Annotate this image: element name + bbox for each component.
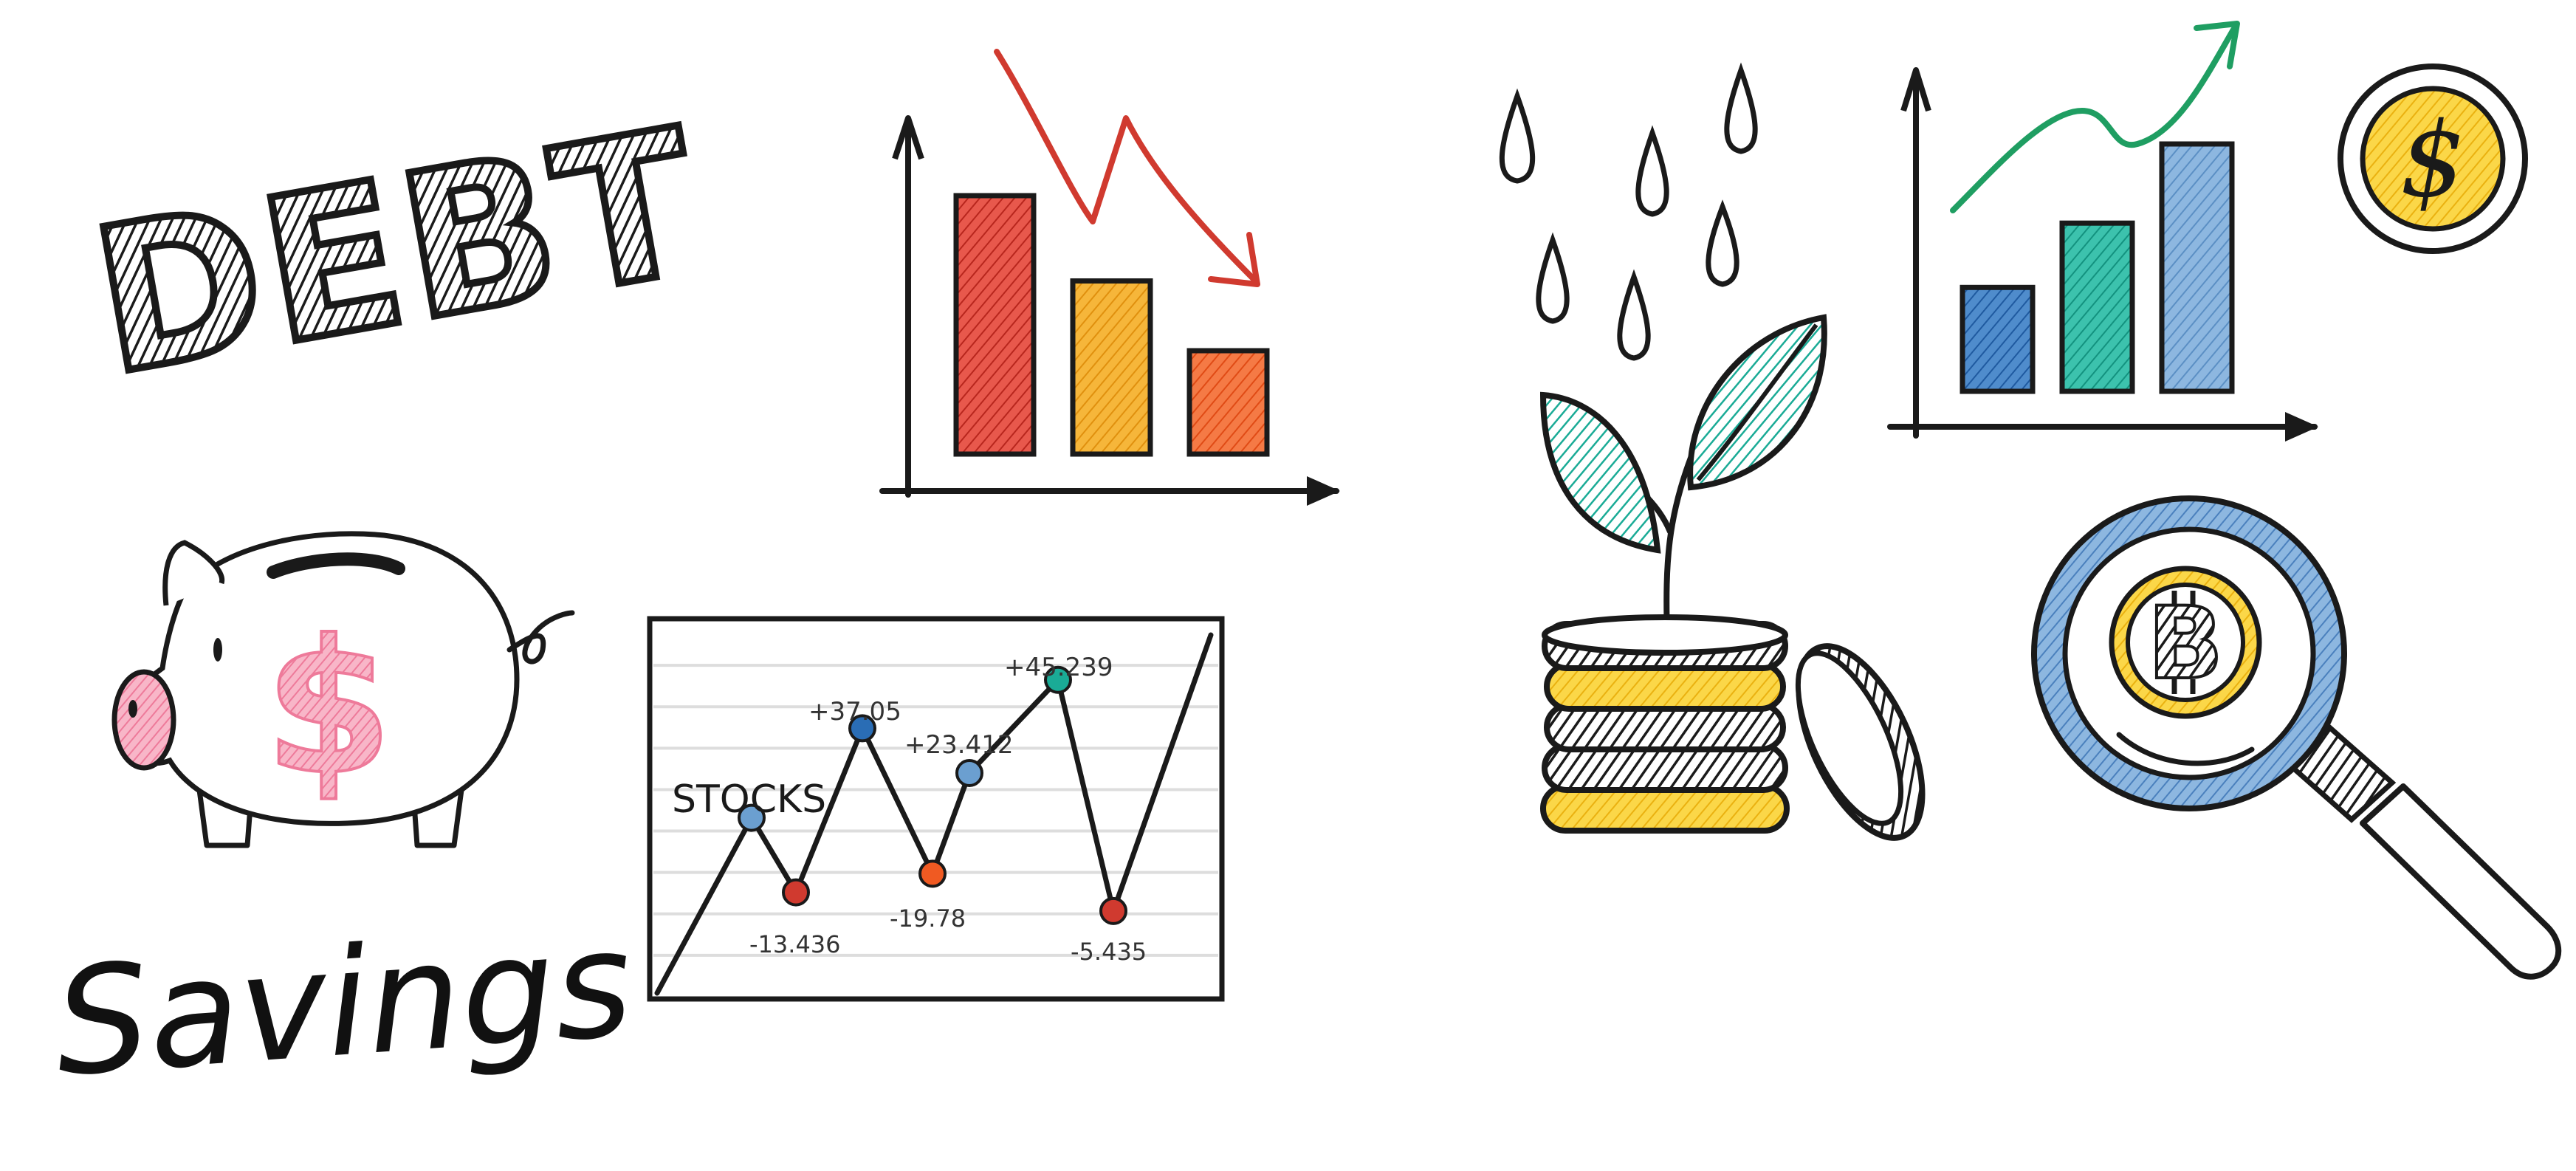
debt-trend-arrowhead: [1208, 232, 1260, 287]
debt-trend-arrow: [994, 49, 1258, 284]
growth-trend-arrow: [1950, 27, 2236, 213]
bitcoin-icon: B: [2148, 586, 2224, 701]
bar: [1960, 284, 2036, 394]
water-drop-icon: [1617, 269, 1651, 361]
bar: [953, 193, 1037, 457]
stocks-data-point: [955, 759, 983, 787]
crypto-coin-face: [2126, 583, 2245, 702]
piggy-tail: [506, 610, 575, 665]
stocks-annotation: -13.436: [749, 930, 841, 958]
growth-trend-arrowhead: [2194, 21, 2240, 69]
stocks-data-point: [782, 878, 810, 907]
stocks-data-point: [1044, 665, 1072, 694]
bar: [2159, 141, 2235, 394]
magnifier-icon: B: [2031, 495, 2562, 980]
piggy-eye: [213, 638, 222, 662]
stocks-title: STOCKS: [672, 777, 826, 822]
piggy-ear: [162, 540, 225, 606]
water-drop-icon: [1536, 232, 1570, 324]
debt-label: DEBT: [78, 85, 717, 419]
bar: [1186, 348, 1270, 457]
piggy-bank-icon: $: [111, 531, 575, 848]
leaf-left: [1539, 391, 1661, 554]
leaf-upper-midrib: [1696, 323, 1818, 481]
stocks-annotation: +45.239: [1004, 653, 1113, 682]
bar: [1070, 278, 1153, 457]
stocks-data-point: [848, 714, 876, 743]
debt-chart-x-arrowhead: [1307, 476, 1340, 506]
growing-plant-coins: [1539, 314, 1926, 841]
water-drop-icon: [1635, 125, 1669, 217]
savings-label: Savings: [49, 898, 637, 1110]
stocks-points: [738, 665, 1127, 925]
growth-chart-x-arrowhead: [2285, 412, 2318, 442]
piggy-dollar-symbol: $: [264, 600, 393, 815]
stocks-chart: STOCKS +37.05 +23.412 +45.239 -13.436 -1…: [647, 616, 1225, 1002]
piggy-coin-slot: [267, 552, 405, 579]
debt-bars: [953, 193, 1270, 457]
stocks-annotation: -5.435: [1071, 938, 1147, 966]
coin-stack-top: [1542, 614, 1788, 656]
magnifier-glare: [2116, 732, 2255, 766]
water-drop-icon: [1499, 88, 1536, 184]
stocks-data-point: [918, 859, 947, 888]
stocks-annotation: -19.78: [890, 904, 966, 933]
debt-bar-chart: [879, 49, 1340, 506]
debt-heading: DEBT: [75, 81, 721, 423]
leaning-coin-face: [1795, 650, 1904, 826]
water-drops: [1499, 62, 1758, 361]
stocks-data-point: [1099, 896, 1127, 925]
dollar-coin-icon: $: [2338, 63, 2528, 254]
stocks-annotation: +23.412: [904, 730, 1013, 760]
stocks-annotation: +37.05: [808, 697, 901, 727]
piggy-nostril: [128, 700, 137, 718]
growth-bar-chart: [1887, 21, 2318, 442]
growth-chart-y-arrowhead: [1900, 67, 1931, 112]
piggy-snout: [111, 669, 176, 771]
water-drop-icon: [1724, 62, 1758, 154]
water-drop-icon: [1706, 199, 1739, 287]
coin-stack: [1540, 614, 1926, 841]
debt-chart-y-arrowhead: [892, 115, 924, 160]
dollar-coin-symbol: $: [2400, 100, 2465, 221]
magnifier-handle: [2360, 783, 2562, 980]
stocks-data-point: [738, 803, 766, 832]
dollar-coin-face: [2360, 86, 2506, 232]
bar: [2059, 220, 2135, 394]
growth-bars: [1960, 141, 2235, 394]
